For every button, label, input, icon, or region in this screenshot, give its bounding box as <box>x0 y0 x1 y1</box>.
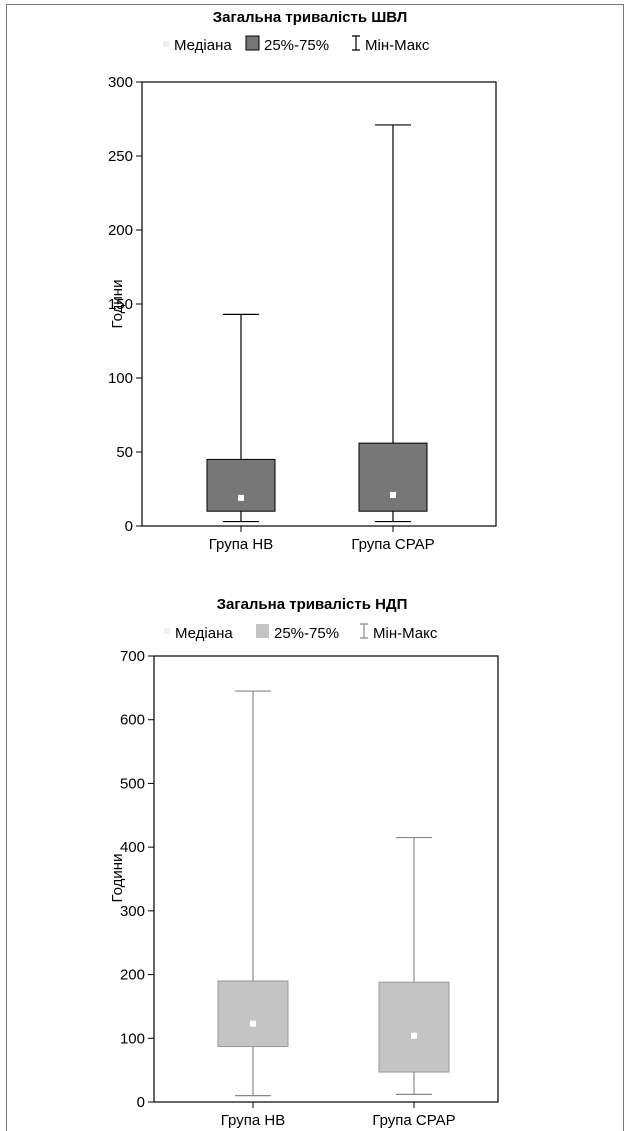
figure-frame <box>6 4 624 1131</box>
x-category-label: Група НВ <box>221 1112 285 1129</box>
x-axis: Група НВ Група CPAP <box>221 1102 456 1129</box>
y-tick-label: 400 <box>120 839 145 856</box>
x-category-label: Група НВ <box>209 536 273 553</box>
box-2 <box>378 836 450 1095</box>
legend-box-swatch <box>256 624 269 638</box>
chart-2: Загальна тривалість НДП Медіана 25%-75% … <box>109 596 499 1129</box>
y-tick-label: 100 <box>120 1030 145 1047</box>
y-tick-label: 300 <box>120 903 145 920</box>
y-tick-label: 200 <box>120 967 145 984</box>
legend-box-swatch <box>245 35 260 51</box>
legend-whisker-label: Мін-Макс <box>373 625 438 642</box>
iqr-box <box>358 442 428 512</box>
legend-median-marker <box>163 41 169 47</box>
y-axis-label: Години <box>109 280 126 329</box>
y-tick-label: 100 <box>108 370 133 387</box>
box-series <box>217 690 450 1097</box>
y-tick-label: 50 <box>116 444 133 461</box>
x-category-label: Група CPAP <box>372 1112 455 1129</box>
y-tick-label: 0 <box>137 1094 145 1111</box>
y-tick-label: 600 <box>120 712 145 729</box>
chart-title: Загальна тривалість НДП <box>217 596 408 613</box>
y-tick-label: 700 <box>120 648 145 665</box>
y-tick-label: 200 <box>108 222 133 239</box>
median-marker <box>411 1032 417 1039</box>
legend-box-label: 25%-75% <box>264 37 329 54</box>
box-1 <box>206 313 276 523</box>
legend-median-label: Медіана <box>174 37 232 54</box>
chart-legend: Медіана 25%-75% Мін-Макс <box>163 35 430 54</box>
plot-area <box>141 81 497 527</box>
median-marker <box>250 1020 256 1027</box>
y-tick-label: 150 <box>108 296 133 313</box>
legend-whisker-label: Мін-Макс <box>365 37 430 54</box>
median-marker <box>238 494 244 501</box>
legend-median-label: Медіана <box>175 625 233 642</box>
y-axis: 0 50 100 150 200 250 300 <box>108 74 142 535</box>
y-tick-label: 500 <box>120 775 145 792</box>
x-axis: Група НВ Група CPAP <box>209 526 435 553</box>
chart-1: Загальна тривалість ШВЛ Медіана 25%-75% … <box>108 9 497 553</box>
legend-median-marker <box>164 628 170 634</box>
plot-area <box>153 655 499 1103</box>
box-2 <box>358 124 428 523</box>
y-tick-label: 300 <box>108 74 133 91</box>
box-series <box>206 124 428 523</box>
y-tick-label: 250 <box>108 148 133 165</box>
y-tick-label: 0 <box>125 518 133 535</box>
iqr-box <box>217 980 289 1048</box>
legend-box-label: 25%-75% <box>274 625 339 642</box>
chart-legend: Медіана 25%-75% Мін-Макс <box>164 623 438 642</box>
iqr-box <box>378 981 450 1073</box>
iqr-box <box>206 458 276 512</box>
box-1 <box>217 690 289 1097</box>
legend-whisker-icon <box>352 35 360 51</box>
y-axis-label: Години <box>109 854 126 903</box>
x-category-label: Група CPAP <box>351 536 434 553</box>
y-axis: 0 100 200 300 400 500 600 700 <box>120 648 154 1111</box>
median-marker <box>390 491 396 498</box>
legend-whisker-icon <box>360 623 368 639</box>
chart-title: Загальна тривалість ШВЛ <box>213 9 408 26</box>
